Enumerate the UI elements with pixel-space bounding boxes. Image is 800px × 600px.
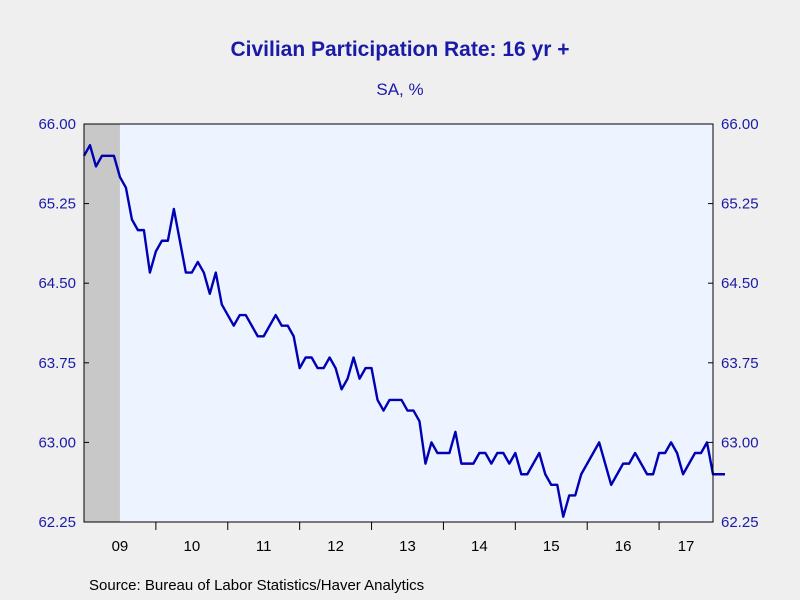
chart-subtitle: SA, % (376, 80, 424, 99)
source-note: Source: Bureau of Labor Statistics/Haver… (89, 577, 425, 594)
x-tick-label: 09 (112, 538, 129, 555)
x-tick-label: 11 (256, 538, 272, 555)
recession-shading (84, 124, 120, 522)
y-tick-label-right: 64.50 (721, 275, 759, 292)
series-line (82, 144, 725, 518)
y-tick-label-left: 63.00 (38, 434, 76, 451)
x-tick-label: 15 (543, 538, 560, 555)
y-tick-label-left: 64.50 (38, 275, 76, 292)
x-tick-label: 13 (399, 538, 416, 555)
plot-border (83, 123, 714, 523)
chart-title: Civilian Participation Rate: 16 yr + (230, 38, 570, 61)
y-tick-label-left: 66.00 (38, 116, 76, 133)
x-tick-label: 12 (327, 538, 344, 555)
plot-area (84, 124, 713, 522)
y-tick-label-right: 66.00 (721, 116, 759, 133)
y-tick-label-right: 65.25 (721, 196, 759, 213)
x-tick-label: 16 (615, 538, 632, 555)
y-tick-label-left: 62.25 (38, 514, 76, 531)
x-tick-label: 17 (678, 538, 695, 555)
x-tick-label: 14 (471, 538, 488, 555)
x-tick-label: 10 (183, 538, 200, 555)
y-tick-label-left: 63.75 (38, 355, 76, 372)
y-tick-label-right: 63.00 (721, 434, 759, 451)
y-tick-label-left: 65.25 (38, 196, 76, 213)
y-tick-label-right: 63.75 (721, 355, 759, 372)
y-tick-label-right: 62.25 (721, 514, 759, 531)
